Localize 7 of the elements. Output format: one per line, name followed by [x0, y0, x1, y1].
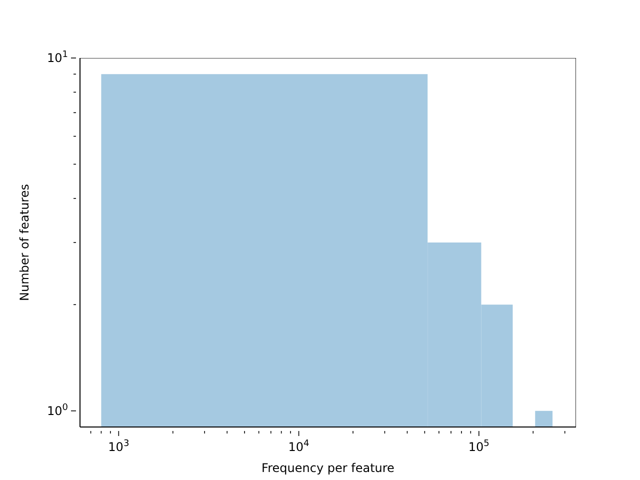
- x-tick-label: 10$^{4}$: [288, 439, 310, 454]
- x-tick-label: 10$^{3}$: [108, 439, 130, 454]
- y-tick-label: 10$^{0}$: [46, 402, 68, 418]
- y-axis-title: Number of features: [17, 184, 32, 301]
- x-tick-label: 10$^{5}$: [468, 439, 490, 454]
- y-tick-label: 10$^{1}$: [46, 50, 68, 65]
- x-axis-title: Frequency per feature: [262, 461, 394, 475]
